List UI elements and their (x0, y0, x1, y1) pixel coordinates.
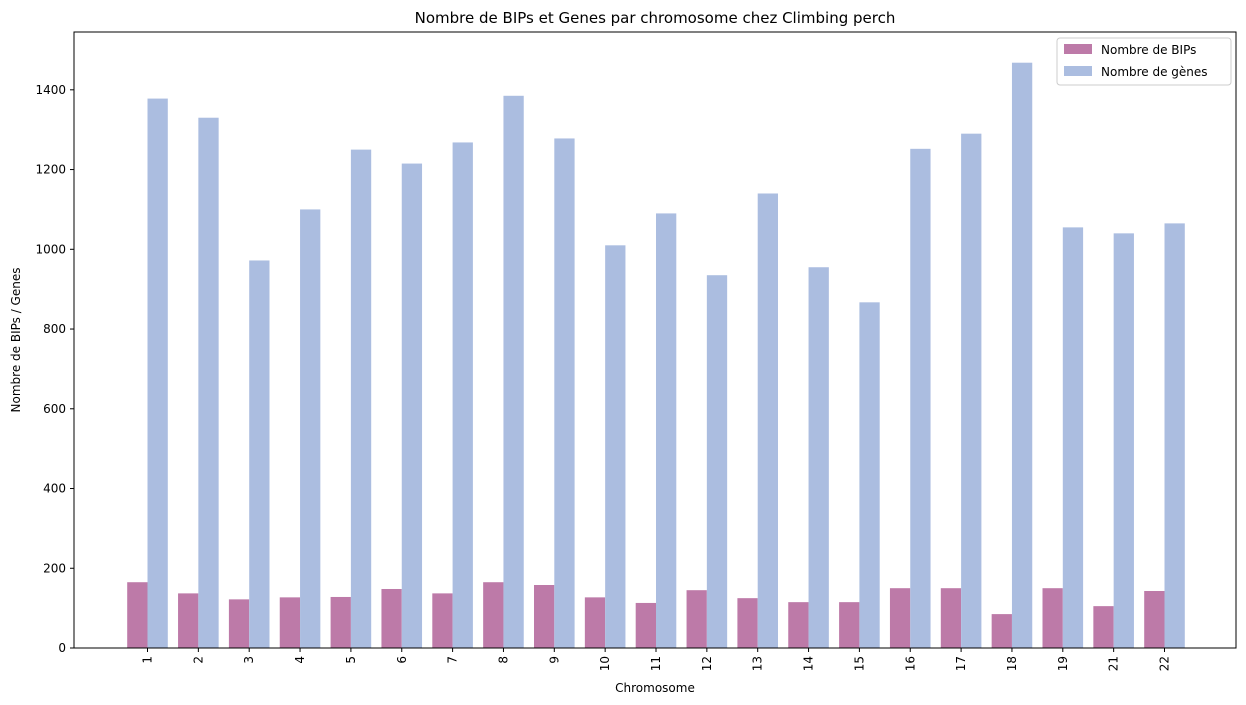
bar-bips-chr-11 (635, 602, 656, 648)
legend-box (1056, 37, 1232, 86)
bar-genes-chr-7 (452, 142, 473, 648)
x-tick-label: 18 (1005, 656, 1019, 671)
y-tick-label: 400 (43, 482, 66, 496)
legend-swatch-bips (1064, 44, 1092, 54)
legend-swatch-genes (1064, 66, 1092, 76)
chart-title: Nombre de BIPs et Genes par chromosome c… (415, 9, 896, 27)
bar-genes-chr-16 (910, 148, 931, 648)
x-axis: 1 2 3 4 5 6 7 8 9 10 11 12 13 14 15 16 17 18 19 21 22 (141, 648, 1172, 671)
bar-bips-chr-13 (737, 598, 758, 648)
bar-genes-chr-21 (1113, 233, 1134, 648)
bar-genes-chr-14 (808, 267, 829, 648)
x-tick-label: 3 (242, 656, 256, 664)
y-axis: 0 200 400 600 800 1000 1200 1400 (35, 83, 74, 655)
y-tick-label: 1200 (35, 163, 66, 177)
y-tick-label: 1000 (35, 242, 66, 256)
bar-bips-chr-8 (483, 582, 504, 648)
bar-genes-chr-18 (1011, 62, 1033, 648)
x-tick-label: 17 (954, 656, 968, 671)
x-tick-label: 7 (446, 656, 460, 664)
legend: Nombre de BIPs Nombre de gènes (1056, 37, 1232, 86)
bars-group (127, 62, 1185, 649)
bar-bips-chr-22 (1144, 590, 1165, 648)
x-tick-label: 1 (141, 656, 155, 664)
x-tick-label: 22 (1158, 656, 1172, 671)
bar-bips-chr-5 (330, 596, 351, 648)
bar-genes-chr-8 (503, 95, 524, 649)
x-tick-label: 13 (751, 656, 765, 671)
x-tick-label: 9 (547, 656, 561, 664)
bar-bips-chr-16 (889, 588, 911, 648)
bar-genes-chr-1 (147, 98, 168, 648)
x-axis-label: Chromosome (615, 681, 695, 695)
y-axis-label: Nombre de BIPs / Genes (9, 268, 23, 413)
x-tick-label: 14 (802, 656, 816, 671)
bar-bips-chr-6 (381, 588, 402, 648)
bar-genes-chr-3 (249, 260, 270, 648)
x-tick-label: 12 (700, 656, 714, 671)
x-tick-label: 21 (1107, 656, 1121, 671)
bar-genes-chr-12 (706, 275, 728, 648)
bar-genes-chr-17 (961, 133, 982, 649)
bar-bips-chr-17 (940, 588, 962, 648)
plot-frame (73, 31, 1237, 649)
bar-genes-chr-19 (1062, 227, 1084, 648)
x-tick-label: 16 (903, 656, 917, 671)
bar-genes-chr-11 (656, 213, 677, 648)
bar-bips-chr-1 (127, 582, 148, 648)
x-tick-label: 19 (1056, 656, 1070, 671)
x-tick-label: 4 (293, 656, 307, 664)
y-tick-label: 800 (43, 322, 66, 336)
x-tick-label: 11 (649, 656, 663, 671)
legend-label-bips: Nombre de BIPs (1101, 43, 1196, 57)
bar-genes-chr-15 (859, 302, 880, 648)
bar-genes-chr-9 (554, 138, 575, 648)
x-tick-label: 6 (395, 656, 409, 664)
bar-genes-chr-22 (1164, 223, 1185, 648)
bar-bips-chr-14 (788, 602, 809, 648)
bar-genes-chr-2 (198, 117, 219, 649)
bar-bips-chr-15 (839, 602, 860, 648)
bar-bips-chr-12 (686, 590, 707, 648)
bar-genes-chr-13 (757, 193, 778, 649)
bar-bips-chr-18 (991, 614, 1012, 648)
bar-genes-chr-5 (350, 149, 372, 648)
bar-bips-chr-3 (228, 599, 250, 648)
bar-bips-chr-7 (432, 593, 453, 648)
bar-genes-chr-6 (401, 163, 423, 648)
bar-bips-chr-4 (279, 597, 301, 648)
x-tick-label: 10 (598, 656, 612, 671)
bar-bips-chr-2 (178, 593, 199, 648)
legend-label-genes: Nombre de gènes (1101, 65, 1208, 79)
bar-genes-chr-10 (605, 245, 626, 648)
x-tick-label: 15 (852, 656, 866, 671)
y-tick-label: 0 (58, 641, 66, 655)
y-tick-label: 600 (43, 402, 66, 416)
bar-bips-chr-21 (1093, 606, 1114, 648)
y-tick-label: 200 (43, 561, 66, 575)
bar-bips-chr-10 (584, 597, 606, 648)
bar-bips-chr-19 (1042, 588, 1063, 648)
y-tick-label: 1400 (35, 83, 66, 97)
x-tick-label: 2 (191, 656, 205, 664)
x-tick-label: 5 (344, 656, 358, 664)
bar-bips-chr-9 (534, 585, 555, 648)
bar-genes-chr-4 (300, 209, 321, 649)
x-tick-label: 8 (496, 656, 510, 664)
